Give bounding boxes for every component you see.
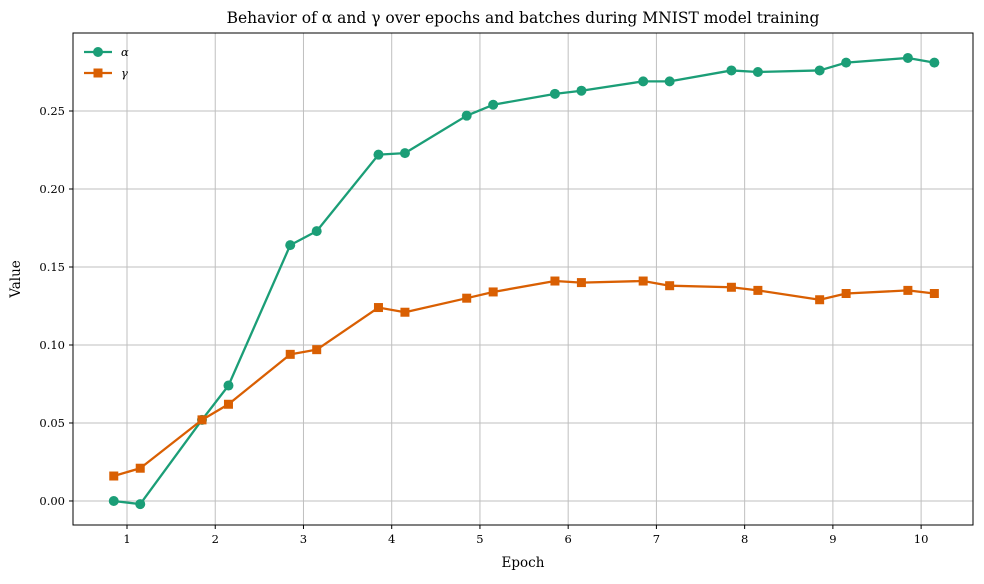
plot-area-border (72, 32, 974, 526)
data-point-α (223, 380, 234, 391)
data-point-α (108, 495, 119, 506)
data-point-γ (550, 276, 560, 286)
x-tick-label: 8 (741, 532, 748, 546)
series-line-γ (112, 279, 936, 478)
data-point-α (135, 499, 146, 510)
x-tick-label: 4 (388, 532, 395, 546)
legend: αγ (84, 45, 129, 80)
data-point-γ (929, 289, 939, 299)
data-point-α (576, 85, 587, 96)
data-point-γ (753, 285, 763, 295)
data-point-γ (285, 349, 295, 359)
data-point-α (549, 88, 560, 99)
data-point-γ (726, 282, 736, 292)
data-point-γ (197, 415, 207, 425)
chart-title: Behavior of α and γ over epochs and batc… (227, 9, 820, 27)
x-axis-label: Epoch (502, 555, 545, 571)
y-tick-label: 0.25 (39, 104, 65, 118)
y-tick-label: 0.00 (39, 494, 65, 508)
x-tick-label: 6 (565, 532, 572, 546)
y-tick-label: 0.05 (39, 416, 65, 430)
data-point-α (373, 149, 384, 160)
x-tick-label: 3 (300, 532, 307, 546)
data-point-γ (638, 276, 648, 286)
data-point-γ (109, 471, 119, 481)
data-point-γ (815, 295, 825, 305)
data-point-γ (400, 307, 410, 317)
data-point-γ (135, 463, 145, 473)
data-point-γ (841, 289, 851, 299)
series-layer (108, 52, 940, 510)
data-point-γ (373, 303, 383, 313)
data-point-γ (665, 281, 675, 291)
x-tick-label: 1 (123, 532, 130, 546)
data-point-γ (576, 278, 586, 288)
data-point-α (399, 148, 410, 159)
data-point-α (664, 76, 675, 87)
data-point-γ (462, 293, 472, 303)
data-point-α (752, 66, 763, 77)
grid-layer (73, 33, 973, 525)
series-line-α (112, 56, 936, 506)
y-tick-label: 0.15 (39, 260, 65, 274)
data-point-γ (488, 287, 498, 297)
y-tick-label: 0.20 (39, 182, 65, 196)
x-tick-label: 9 (829, 532, 836, 546)
x-tick-label: 10 (914, 532, 929, 546)
data-point-α (311, 226, 322, 237)
legend-marker-square-icon (93, 68, 103, 78)
x-tick-label: 5 (476, 532, 483, 546)
y-axis-label: Value (8, 260, 24, 299)
x-tick-label: 7 (653, 532, 660, 546)
data-point-α (814, 65, 825, 76)
data-point-α (726, 65, 737, 76)
data-point-α (929, 57, 940, 68)
y-tick-label: 0.10 (39, 338, 65, 352)
data-point-α (461, 110, 472, 121)
tick-layer: 1 2 3 4 5 6 7 8 9 10 0.00 0.05 0.10 0.15 0.20 0.25 (39, 104, 928, 546)
data-point-α (902, 52, 913, 63)
legend-marker-circle-icon (93, 47, 103, 57)
data-point-γ (903, 285, 913, 295)
data-point-γ (312, 345, 322, 355)
data-point-α (488, 99, 499, 110)
data-point-γ (223, 399, 233, 409)
data-point-α (285, 240, 296, 251)
data-point-α (841, 57, 852, 68)
data-point-α (638, 76, 649, 87)
x-tick-label: 2 (212, 532, 219, 546)
legend-label: α (121, 45, 129, 59)
legend-label: γ (121, 66, 128, 80)
